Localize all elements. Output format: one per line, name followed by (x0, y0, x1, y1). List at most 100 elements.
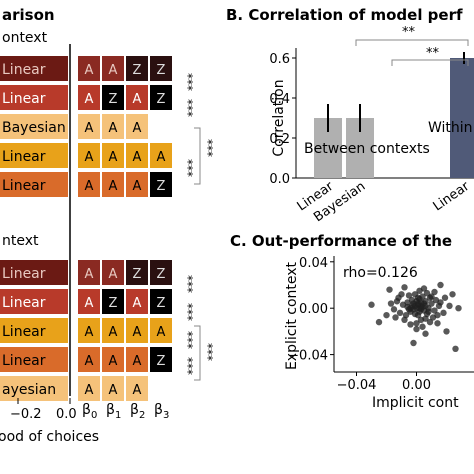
y-tick-label: 0.6 (269, 52, 290, 67)
between-contexts-label: Between contexts (304, 141, 430, 157)
parameter-cell (126, 56, 148, 81)
parameter-cell (150, 289, 172, 314)
panel-c-y-label: Explicit context (284, 261, 300, 370)
scatter-point (407, 305, 414, 312)
scatter-point (428, 300, 435, 307)
panel-a-group-1-label: ontext (2, 30, 48, 46)
y-tick-label: 0.04 (299, 256, 328, 271)
parameter-cell (126, 289, 148, 314)
scatter-point (401, 316, 408, 323)
significance-stars: *** (181, 331, 195, 349)
parameter-cell-label: A (85, 325, 94, 340)
x-tick-label: 0.00 (402, 378, 431, 393)
parameter-cell-label: A (133, 383, 142, 398)
parameter-cell (102, 56, 124, 81)
parameter-cell-label: A (85, 92, 94, 107)
parameter-cell (78, 172, 100, 197)
parameter-cell-label: Z (157, 179, 166, 194)
parameter-cell-label: A (85, 63, 94, 78)
significance-stars: *** (181, 99, 195, 117)
parameter-cell-label: A (109, 354, 118, 369)
model-bar (0, 114, 68, 139)
parameter-cell (150, 56, 172, 81)
parameter-cell-label: Z (133, 63, 142, 78)
panel-b-plot: 0.00.20.40.6LinearBayesianLinearBa (269, 48, 474, 225)
model-label: Linear (2, 91, 46, 107)
model-bar (0, 347, 68, 372)
scatter-point (441, 294, 449, 301)
y-tick-label: 0.00 (299, 302, 328, 317)
parameter-cell (78, 56, 100, 81)
model-label: Linear (2, 324, 46, 340)
significance-label: ** (426, 46, 440, 61)
parameter-cell-label: A (109, 179, 118, 194)
scatter-point (434, 320, 441, 327)
parameter-cell-label: Z (133, 267, 142, 282)
beta-label: β1 (106, 402, 121, 421)
beta-label: β3 (154, 402, 169, 421)
model-bar (0, 56, 68, 81)
parameter-cell (150, 347, 172, 372)
significance-stars: *** (181, 303, 195, 321)
model-label: Linear (2, 62, 46, 78)
scatter-point (437, 281, 444, 289)
parameter-cell (102, 172, 124, 197)
panel-a-x-label: ood of choices (0, 429, 99, 445)
model-bar (0, 260, 68, 285)
parameter-cell-label: Z (157, 63, 166, 78)
model-label: Linear (2, 266, 46, 282)
parameter-cell (126, 376, 148, 401)
panel-b-title: B. Correlation of model perf (226, 6, 463, 24)
significance-stars: *** (181, 275, 195, 293)
model-label: Linear (2, 353, 46, 369)
parameter-cell-label: A (109, 325, 118, 340)
scatter-point (420, 285, 428, 292)
parameter-cell (102, 114, 124, 139)
scatter-point (449, 291, 456, 298)
scatter-point (434, 311, 441, 319)
panel-b: B. Correlation of model perf Correlation… (226, 6, 474, 225)
parameter-cell-label: Z (157, 92, 166, 107)
parameter-cell-label: A (109, 63, 118, 78)
parameter-cell-label: A (85, 267, 94, 282)
panel-a-group-2-label: ntext (2, 233, 39, 249)
scatter-point (422, 315, 429, 322)
parameter-cell-label: Z (157, 354, 166, 369)
panel-a-significance: *** *** *** *** *** *** *** *** *** (181, 73, 215, 381)
scatter-point (437, 299, 444, 306)
beta-label: β2 (130, 402, 145, 421)
scatter-point (396, 309, 404, 317)
model-label: Linear (2, 149, 46, 165)
significance-bracket (194, 325, 201, 381)
parameter-cell-label: A (157, 150, 166, 165)
scatter-point (443, 328, 450, 335)
scatter-point (404, 299, 411, 306)
significance-stars: *** (201, 343, 215, 361)
parameter-cell (102, 289, 124, 314)
parameter-cell (78, 260, 100, 285)
scatter-point (428, 293, 435, 300)
parameter-cell-label: A (85, 179, 94, 194)
parameter-cell-label: A (157, 325, 166, 340)
panel-c-plot: −0.04 0.00 0.04 −0.04 0.00 (288, 256, 474, 393)
parameter-cell-label: A (85, 383, 94, 398)
scatter-point (440, 309, 447, 317)
y-tick-label: −0.04 (288, 349, 328, 364)
parameter-cell (126, 114, 148, 139)
within-label: Within (428, 120, 473, 136)
significance-bracket (194, 127, 201, 185)
bracket-between (355, 39, 469, 46)
parameter-cell (126, 172, 148, 197)
parameter-cell-label: Z (157, 267, 166, 282)
scatter-point (414, 300, 422, 307)
scatter-point (383, 311, 390, 319)
parameter-cell (150, 172, 172, 197)
model-label: Linear (2, 295, 46, 311)
parameter-cell-label: A (133, 296, 142, 311)
scatter-point (423, 289, 431, 297)
scatter-point (395, 294, 402, 301)
x-tick-label: −0.2 (10, 407, 42, 422)
